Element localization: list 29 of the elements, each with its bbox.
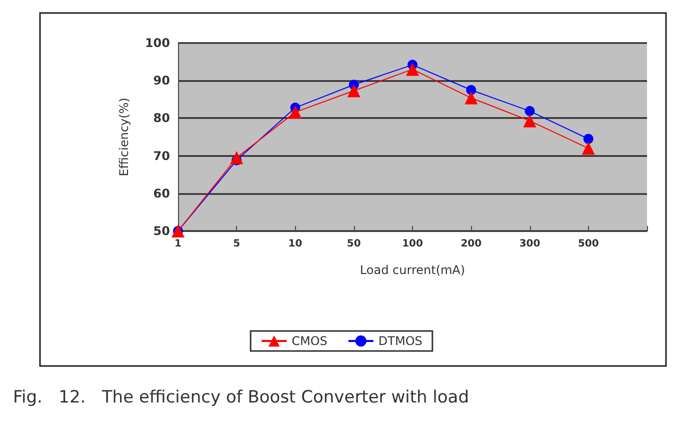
y-tick-label: 90 (153, 74, 170, 88)
point (583, 134, 594, 144)
y-tick-label: 60 (153, 186, 170, 200)
y-tick-label: 70 (153, 148, 170, 163)
x-tick-label: 50 (346, 238, 361, 250)
x-tick-label: 1 (174, 238, 182, 250)
point (582, 142, 595, 155)
point (466, 85, 476, 95)
point (288, 106, 302, 119)
y-tick-label: 50 (153, 224, 170, 238)
point (523, 114, 536, 128)
x-tick-label: 5 (233, 238, 240, 250)
legend-label: CMOS (292, 334, 328, 348)
x-tick-label: 200 (460, 238, 482, 250)
text: Fig. 12. The efficiency of Boost Converter with load (13, 388, 470, 408)
x-axis-title: Load current(mA) (360, 263, 466, 277)
point (230, 151, 244, 164)
x-tick-label: 300 (519, 238, 540, 250)
point (464, 91, 478, 104)
point (347, 84, 360, 98)
y-tick-label: 100 (144, 36, 170, 50)
x-tick-label: 500 (578, 238, 599, 250)
legend-label: DTMOS (378, 334, 422, 348)
y-axis-title: Efficiency(%) (117, 98, 131, 176)
x-tick-label: 100 (402, 238, 423, 250)
x-tick-label: 10 (288, 238, 302, 250)
point (524, 106, 535, 116)
point (406, 62, 419, 76)
y-tick-label: 80 (153, 111, 170, 126)
